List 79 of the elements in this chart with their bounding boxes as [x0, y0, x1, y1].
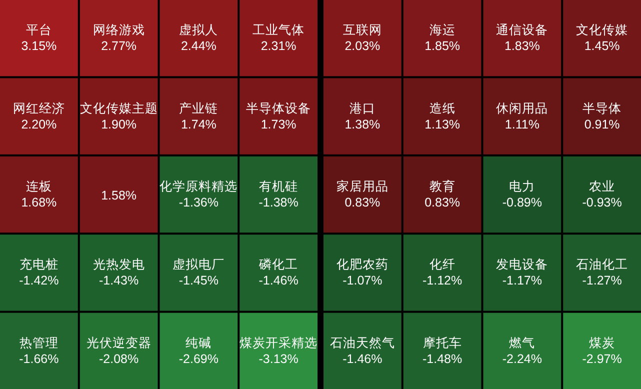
data-label: 2.31% [260, 39, 296, 54]
data-label: -1.48% [422, 352, 462, 366]
category-label: 产业链 [179, 101, 218, 116]
data-label: -1.46% [342, 352, 382, 366]
data-label: -2.24% [502, 352, 542, 366]
category-label: 石油化工 [576, 258, 628, 272]
data-label: -1.36% [178, 196, 218, 210]
category-label: 文化传媒 [576, 23, 628, 38]
data-label: -1.27% [582, 274, 622, 288]
data-label: -2.69% [178, 352, 218, 366]
category-label: 煤炭 [589, 336, 616, 350]
category-label: 电力 [509, 180, 536, 194]
data-label: 1.73% [260, 117, 296, 132]
category-label: 农业 [589, 180, 616, 194]
category-label: 通信设备 [496, 23, 548, 38]
category-label: 造纸 [429, 101, 456, 116]
data-label: -1.46% [258, 274, 298, 288]
data-label: 1.11% [504, 117, 540, 132]
category-label: 纯碱 [186, 336, 212, 350]
data-label: -1.45% [178, 274, 218, 288]
data-label: 3.15% [21, 39, 57, 54]
data-label: -2.08% [99, 352, 139, 366]
data-label: 1.13% [424, 117, 460, 132]
category-label: 互联网 [342, 23, 382, 38]
data-label: -1.07% [342, 274, 382, 288]
category-label: 连板 [26, 180, 52, 194]
data-label: -1.38% [258, 196, 298, 210]
category-label: 平台 [26, 23, 52, 38]
category-label: 化肥农药 [336, 258, 388, 272]
category-label: 网红经济 [12, 101, 65, 116]
category-label: 光热发电 [92, 258, 145, 272]
data-label: -1.17% [502, 274, 542, 288]
category-label: 发电设备 [496, 258, 548, 272]
category-label: 家居用品 [336, 178, 388, 194]
data-label: 0.83% [424, 196, 460, 210]
data-label: 2.44% [180, 39, 216, 54]
category-label: 化学原料精选 [160, 180, 238, 194]
data-label: 1.68% [21, 196, 57, 210]
data-label: 0.83% [344, 196, 380, 210]
data-label: -2.97% [582, 352, 622, 366]
data-label: 1.58% [101, 188, 137, 202]
data-label: 1.38% [344, 117, 380, 132]
category-label: 虚拟人 [179, 23, 218, 38]
data-label: 1.83% [504, 39, 540, 54]
category-label: 海运 [429, 23, 456, 38]
category-label: 港口 [349, 101, 376, 116]
data-label: 0.91% [584, 117, 620, 132]
data-label: -0.93% [582, 196, 622, 210]
category-label: 石油天然气 [330, 336, 395, 350]
category-label: 网络游戏 [92, 23, 145, 38]
category-label: 半导体设备 [246, 101, 312, 116]
category-label: 半导体 [582, 101, 622, 116]
category-label: 工业气体 [252, 23, 305, 38]
category-label: 文化传媒主题 [80, 100, 158, 116]
data-label: 1.45% [584, 39, 620, 54]
category-label: 热管理 [19, 336, 58, 350]
data-label: -0.89% [502, 196, 542, 210]
data-label: 1.74% [180, 117, 216, 132]
data-label: 2.03% [344, 39, 380, 54]
category-label: 教育 [429, 178, 456, 194]
category-label: 化纤 [429, 258, 456, 272]
category-label: 燃气 [509, 336, 536, 350]
category-label: 摩托车 [422, 336, 462, 350]
category-label: 磷化工 [258, 258, 298, 272]
category-label: 休闲用品 [496, 101, 548, 116]
data-label: 2.20% [21, 117, 57, 132]
data-label: -1.43% [99, 274, 139, 288]
data-label: 1.85% [424, 39, 460, 54]
category-label: 有机硅 [259, 180, 298, 194]
category-label: 煤炭开采精选 [240, 336, 318, 350]
category-label: 虚拟电厂 [172, 258, 225, 272]
data-label: 1.90% [101, 117, 137, 132]
data-label: -1.12% [422, 274, 462, 288]
category-label: 光伏逆变器 [86, 336, 152, 350]
category-label: 充电桩 [19, 258, 58, 272]
data-label: -1.66% [19, 352, 59, 366]
data-label: -3.13% [258, 352, 298, 366]
data-label: -1.42% [19, 274, 59, 288]
data-label: 2.77% [101, 39, 137, 54]
